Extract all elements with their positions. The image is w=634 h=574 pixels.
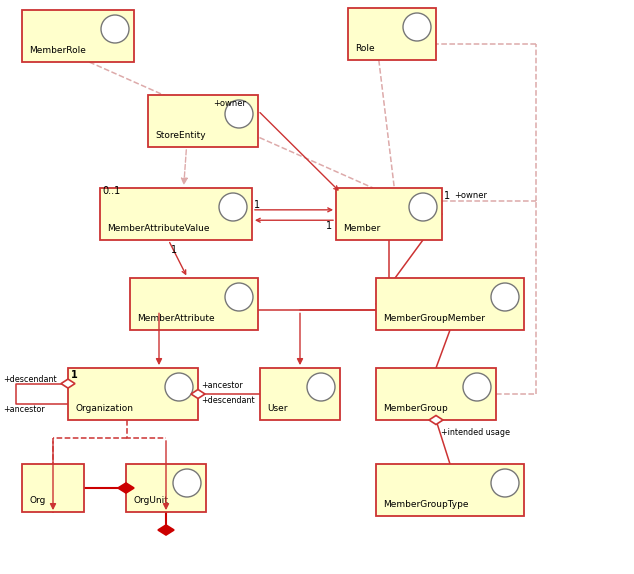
Text: OrgUnit: OrgUnit bbox=[133, 496, 168, 505]
Text: 1: 1 bbox=[71, 370, 78, 379]
Bar bbox=[148, 95, 258, 147]
Bar bbox=[22, 10, 134, 62]
Text: Role: Role bbox=[355, 44, 375, 53]
Circle shape bbox=[403, 13, 431, 41]
Bar bbox=[376, 464, 524, 516]
Text: StoreEntity: StoreEntity bbox=[155, 131, 205, 140]
Circle shape bbox=[173, 469, 201, 497]
Text: MemberGroupMember: MemberGroupMember bbox=[383, 314, 485, 323]
Circle shape bbox=[165, 373, 193, 401]
Bar bbox=[348, 8, 436, 60]
Bar bbox=[376, 278, 524, 330]
Circle shape bbox=[491, 469, 519, 497]
Text: +descendant: +descendant bbox=[201, 396, 255, 405]
Text: MemberGroupType: MemberGroupType bbox=[383, 500, 469, 509]
Bar bbox=[336, 188, 442, 240]
Text: +owner: +owner bbox=[213, 99, 246, 107]
Polygon shape bbox=[191, 390, 205, 398]
Text: +descendant: +descendant bbox=[3, 375, 56, 383]
Bar bbox=[126, 464, 206, 512]
Bar bbox=[68, 368, 198, 420]
Text: MemberRole: MemberRole bbox=[29, 46, 86, 55]
Text: 1: 1 bbox=[171, 245, 178, 255]
Circle shape bbox=[225, 283, 253, 311]
Text: +intended usage: +intended usage bbox=[441, 428, 510, 437]
Circle shape bbox=[101, 15, 129, 43]
Text: +ancestor: +ancestor bbox=[201, 381, 243, 390]
Bar bbox=[260, 368, 340, 420]
Text: MemberAttribute: MemberAttribute bbox=[137, 314, 215, 323]
Text: Organization: Organization bbox=[75, 404, 133, 413]
Text: +ancestor: +ancestor bbox=[3, 405, 45, 414]
Text: Member: Member bbox=[343, 224, 380, 233]
Circle shape bbox=[307, 373, 335, 401]
Bar bbox=[376, 368, 496, 420]
Text: 1: 1 bbox=[444, 191, 450, 201]
Polygon shape bbox=[429, 416, 443, 425]
Text: MemberGroup: MemberGroup bbox=[383, 404, 448, 413]
Text: 1: 1 bbox=[326, 221, 332, 231]
Text: 0..1: 0..1 bbox=[102, 186, 120, 196]
Circle shape bbox=[219, 193, 247, 221]
Polygon shape bbox=[61, 379, 75, 388]
Circle shape bbox=[491, 283, 519, 311]
Circle shape bbox=[225, 100, 253, 128]
Circle shape bbox=[409, 193, 437, 221]
Text: MemberAttributeValue: MemberAttributeValue bbox=[107, 224, 209, 233]
Text: +owner: +owner bbox=[454, 191, 487, 200]
Circle shape bbox=[463, 373, 491, 401]
Text: Org: Org bbox=[29, 496, 46, 505]
Text: 1: 1 bbox=[254, 200, 260, 210]
Text: User: User bbox=[267, 404, 287, 413]
Bar bbox=[100, 188, 252, 240]
Bar bbox=[22, 464, 84, 512]
Polygon shape bbox=[158, 525, 174, 535]
Polygon shape bbox=[118, 483, 134, 493]
Bar bbox=[130, 278, 258, 330]
